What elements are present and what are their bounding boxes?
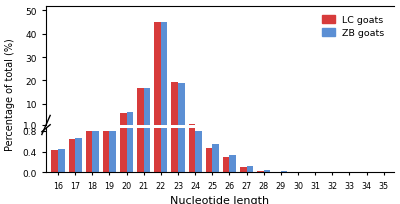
Bar: [172, 0, 178, 172]
Bar: [189, 125, 195, 128]
Bar: [126, 113, 133, 128]
Text: Percentage of total (%): Percentage of total (%): [5, 38, 15, 150]
Bar: [86, 126, 92, 128]
Bar: [144, 88, 150, 128]
Bar: [281, 171, 287, 172]
Bar: [52, 150, 58, 172]
Legend: LC goats, ZB goats: LC goats, ZB goats: [317, 11, 389, 43]
Bar: [246, 166, 253, 172]
Bar: [58, 127, 64, 128]
Bar: [230, 155, 236, 172]
Bar: [75, 126, 82, 128]
Bar: [206, 148, 212, 172]
Bar: [58, 149, 64, 172]
Bar: [161, 23, 167, 128]
Bar: [178, 83, 184, 128]
Bar: [206, 127, 212, 128]
Bar: [161, 0, 167, 172]
Bar: [195, 126, 202, 128]
Bar: [137, 88, 144, 128]
Bar: [52, 127, 58, 128]
Bar: [103, 131, 110, 172]
Bar: [69, 139, 75, 172]
Bar: [154, 0, 161, 172]
X-axis label: Nucleotide length: Nucleotide length: [170, 195, 270, 204]
Bar: [223, 127, 230, 128]
Bar: [86, 131, 92, 172]
Bar: [103, 126, 110, 128]
Bar: [195, 131, 202, 172]
Bar: [110, 126, 116, 128]
Bar: [69, 126, 75, 128]
Bar: [230, 127, 236, 128]
Bar: [154, 23, 161, 128]
Bar: [212, 126, 219, 128]
Bar: [120, 114, 126, 128]
Bar: [223, 157, 230, 172]
Bar: [92, 131, 99, 172]
Bar: [144, 0, 150, 172]
Bar: [92, 126, 99, 128]
Bar: [110, 131, 116, 172]
Bar: [120, 0, 126, 172]
Bar: [178, 0, 184, 172]
Bar: [126, 0, 133, 172]
Bar: [212, 144, 219, 172]
Bar: [75, 138, 82, 172]
Bar: [189, 105, 195, 172]
Bar: [137, 0, 144, 172]
Bar: [172, 82, 178, 128]
Bar: [264, 170, 270, 172]
Bar: [257, 171, 264, 172]
Bar: [240, 167, 246, 172]
